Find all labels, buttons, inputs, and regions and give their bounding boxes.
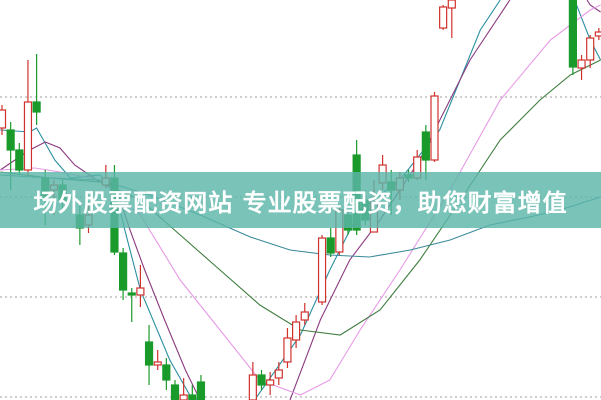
candle-body [439, 6, 448, 29]
candle-body [153, 361, 162, 366]
candle [162, 358, 171, 390]
candle-body [292, 321, 301, 341]
candle-body [266, 379, 275, 386]
candle-body [257, 374, 266, 386]
candle-body [421, 131, 430, 161]
candle-body [300, 311, 309, 321]
candle [127, 288, 136, 322]
candle-body [586, 37, 595, 61]
candle-body [447, 0, 456, 9]
candle [577, 55, 586, 80]
candle [248, 362, 257, 400]
candle [317, 235, 327, 305]
candle [430, 92, 439, 162]
candle [300, 303, 309, 325]
candle [32, 54, 41, 125]
candle-body [274, 369, 283, 379]
candle [153, 350, 162, 370]
candle [568, 0, 578, 75]
candle [15, 143, 24, 175]
candle-body [248, 374, 257, 400]
title-banner: 场外股票配资网站 专业股票配资，助您财富增值 [0, 172, 601, 228]
candle-body [179, 394, 188, 400]
candle-body [118, 252, 128, 291]
candle-body [188, 394, 197, 400]
candle-body [127, 292, 136, 296]
candle [586, 35, 595, 68]
candle-body [326, 237, 335, 254]
candle [439, 5, 448, 30]
candle [283, 328, 292, 368]
candle-body [162, 364, 171, 381]
banner-title: 场外股票配资网站 专业股票配资，助您财富增值 [33, 188, 568, 217]
candle-body [6, 129, 15, 151]
candle [266, 372, 275, 395]
candle-body [0, 109, 7, 129]
candle [23, 60, 33, 175]
candle [0, 105, 7, 135]
candle [144, 325, 154, 385]
candle [326, 228, 335, 257]
candle [136, 265, 145, 307]
candle-body [15, 149, 24, 171]
candle [257, 370, 266, 390]
candle [274, 362, 283, 385]
candle [170, 380, 180, 400]
candle-body [170, 384, 180, 400]
candle-body [136, 287, 145, 296]
candle [196, 375, 206, 400]
candle-body [568, 0, 578, 68]
candle-body [23, 101, 33, 171]
candle-body [594, 31, 601, 37]
candle [118, 248, 128, 300]
candle-body [317, 237, 327, 303]
candle-body [144, 341, 154, 366]
candle [421, 125, 430, 180]
candle [447, 0, 456, 38]
candle-body [283, 337, 292, 363]
candle-body [430, 95, 439, 161]
candle [188, 385, 197, 400]
candle [292, 315, 301, 348]
candle-body [577, 59, 586, 69]
candle [179, 378, 188, 400]
candle-body [32, 101, 41, 113]
candle-body [196, 381, 206, 400]
candle [594, 28, 601, 40]
moving-average-segment [586, 0, 601, 13]
